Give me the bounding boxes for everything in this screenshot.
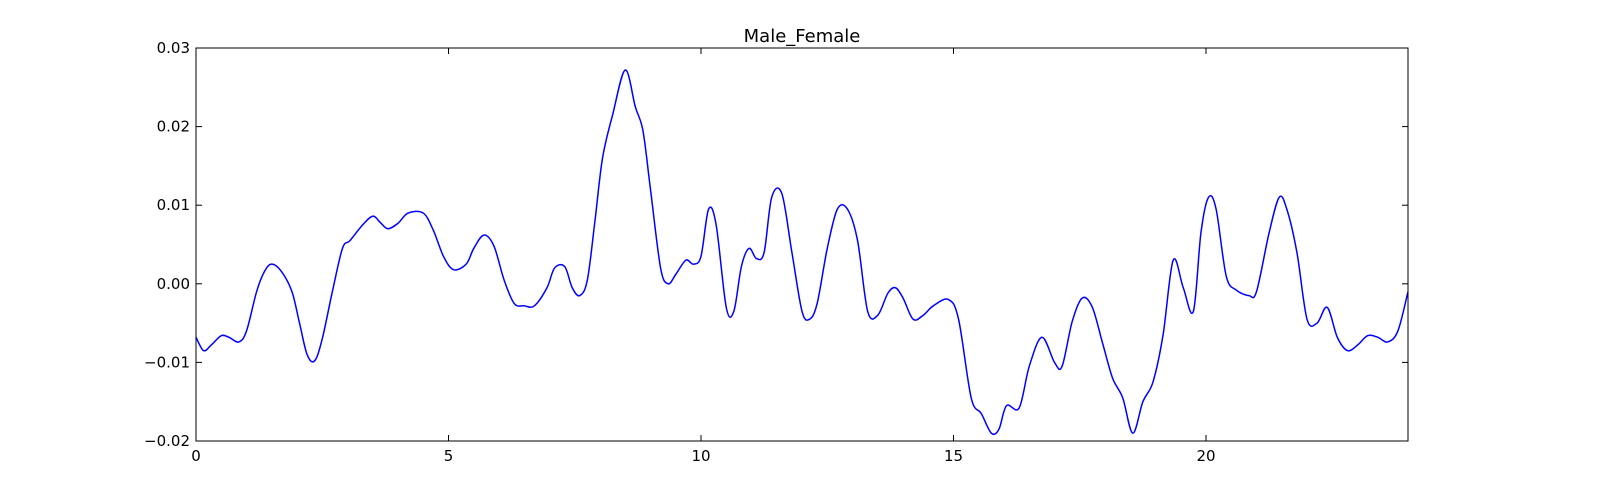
y-tick-label: 0.03 bbox=[157, 39, 190, 57]
plot-frame bbox=[195, 47, 1409, 442]
x-tick-label: 20 bbox=[1196, 447, 1215, 465]
x-axis: 0 5 10 15 20 bbox=[191, 48, 1216, 465]
y-tick-label: 0.01 bbox=[157, 196, 190, 214]
y-tick-label: 0.00 bbox=[157, 275, 190, 293]
y-tick-label: −0.02 bbox=[144, 432, 190, 450]
x-tick-label: 0 bbox=[191, 447, 201, 465]
x-tick-label: 5 bbox=[444, 447, 454, 465]
x-tick-label: 10 bbox=[691, 447, 710, 465]
chart-title: Male_Female bbox=[744, 26, 861, 47]
y-tick-label: −0.01 bbox=[144, 353, 190, 371]
y-axis: −0.02 −0.01 0.00 0.01 0.02 0.03 bbox=[144, 39, 1408, 450]
plot-area bbox=[195, 69, 1409, 436]
x-tick-label: 15 bbox=[944, 447, 963, 465]
series-line bbox=[195, 69, 1409, 436]
y-tick-label: 0.02 bbox=[157, 118, 190, 136]
